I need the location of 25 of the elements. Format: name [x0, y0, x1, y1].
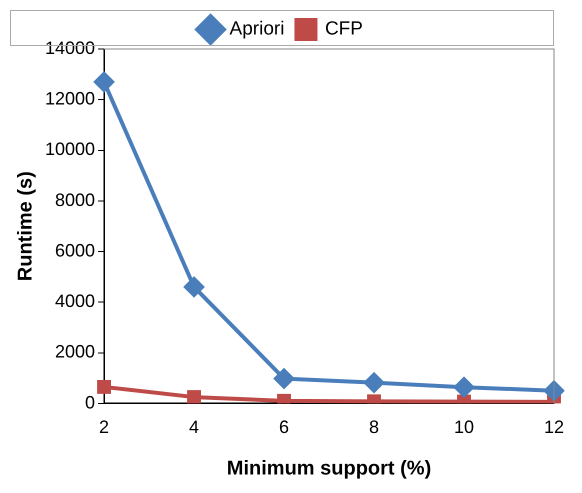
y-tick-label: 6000 — [55, 240, 96, 260]
point — [364, 372, 384, 393]
point — [94, 72, 114, 92]
x-tick-label: 8 — [369, 417, 380, 438]
legend-label: Apriori — [230, 18, 284, 40]
y-tick-label: 4000 — [55, 291, 96, 312]
y-tick-label: 0 — [85, 392, 96, 412]
x-tick-label: 12 — [544, 417, 564, 438]
y-tick-label: 10000 — [44, 139, 96, 160]
point — [544, 380, 564, 401]
point — [184, 276, 204, 297]
legend-label: CFP — [324, 18, 363, 40]
y-tick-label: 8000 — [55, 190, 96, 210]
y-axis-title: Runtime (s) — [14, 171, 37, 282]
point — [187, 390, 201, 404]
point — [97, 380, 112, 394]
x-tick-label: 6 — [279, 417, 290, 438]
point — [454, 377, 474, 398]
y-tick-label: 2000 — [55, 342, 96, 362]
x-tick-label: 2 — [99, 417, 110, 438]
x-tick-label: 10 — [454, 417, 474, 438]
x-tick-label: 4 — [189, 417, 200, 438]
y-tick-label: 12000 — [44, 88, 96, 109]
point — [274, 368, 294, 389]
x-axis-title: Minimum support (%) — [226, 458, 432, 480]
